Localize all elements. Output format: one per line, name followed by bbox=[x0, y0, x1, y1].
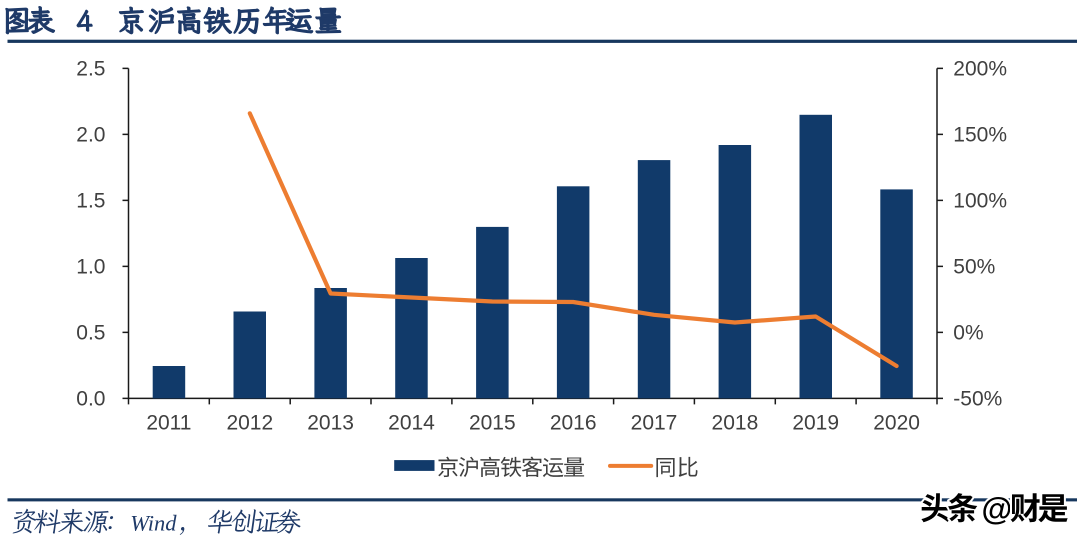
svg-text:2.5: 2.5 bbox=[76, 57, 105, 80]
svg-text:2.0: 2.0 bbox=[76, 123, 105, 146]
svg-text:0%: 0% bbox=[953, 321, 983, 344]
svg-text:50%: 50% bbox=[953, 255, 995, 278]
svg-text:2017: 2017 bbox=[631, 411, 678, 434]
svg-text:@: @ bbox=[982, 491, 1013, 527]
svg-text:150%: 150% bbox=[953, 123, 1007, 146]
svg-text:1.0: 1.0 bbox=[76, 255, 105, 278]
svg-text:-50%: -50% bbox=[953, 387, 1002, 410]
svg-text:200%: 200% bbox=[953, 57, 1007, 80]
svg-text:0.0: 0.0 bbox=[76, 387, 105, 410]
svg-text:2020: 2020 bbox=[873, 411, 920, 434]
svg-text:2019: 2019 bbox=[792, 411, 839, 434]
svg-text:Wind: Wind bbox=[130, 511, 177, 536]
svg-text:2018: 2018 bbox=[712, 411, 759, 434]
svg-text:100%: 100% bbox=[953, 189, 1007, 212]
svg-text:2014: 2014 bbox=[388, 411, 435, 434]
svg-text:2013: 2013 bbox=[307, 411, 354, 434]
svg-text:2011: 2011 bbox=[146, 411, 191, 434]
svg-text:2016: 2016 bbox=[550, 411, 597, 434]
svg-text:1.5: 1.5 bbox=[76, 189, 105, 212]
svg-text:2015: 2015 bbox=[469, 411, 516, 434]
svg-text:2012: 2012 bbox=[226, 411, 273, 434]
svg-text:0.5: 0.5 bbox=[76, 321, 105, 344]
